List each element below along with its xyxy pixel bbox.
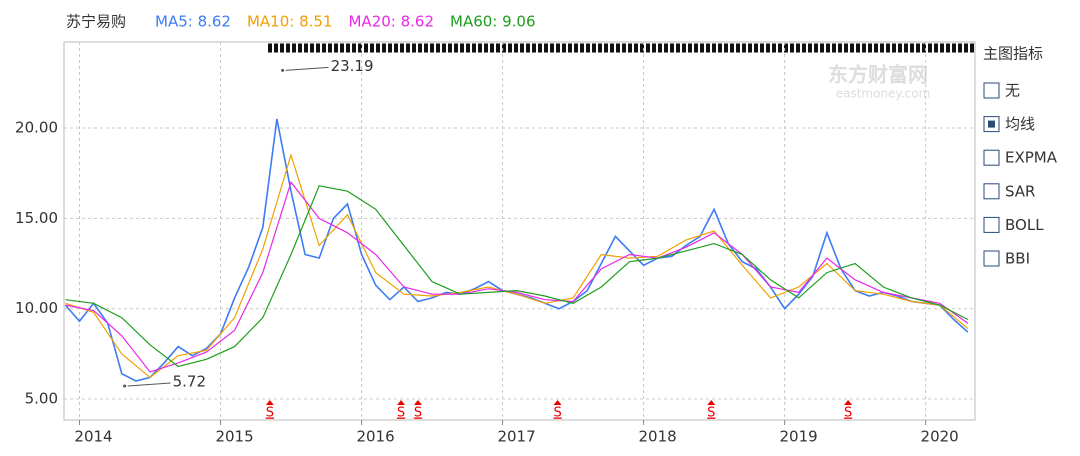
- y-tick-label: 10.00: [15, 299, 58, 317]
- watermark-brand: 东方财富网: [828, 63, 928, 87]
- annotation-arrow: [127, 382, 171, 387]
- chart-title: 苏宁易购: [66, 13, 126, 31]
- x-tick-label: 2016: [356, 428, 394, 446]
- signal-arrow: [553, 400, 562, 405]
- signal-arrow: [397, 400, 406, 405]
- checkbox[interactable]: [983, 82, 1000, 99]
- option-label[interactable]: 均线: [1005, 115, 1035, 133]
- ma-line: [64, 118, 969, 382]
- annotation-label: 23.19: [331, 57, 374, 75]
- legend-entry: MA5: 8.62: [155, 13, 231, 31]
- signal-label: S: [844, 406, 852, 421]
- y-tick-label: 20.00: [15, 119, 58, 137]
- watermark-url: eastmoney.com: [836, 87, 931, 101]
- ma-line: [65, 153, 969, 379]
- annotation-point: [281, 68, 285, 72]
- signal-arrow: [413, 400, 422, 405]
- checkbox[interactable]: [983, 183, 1000, 200]
- y-tick-label: 5.00: [25, 390, 58, 408]
- signal-arrow: [265, 400, 274, 405]
- panel-title: 主图指标: [983, 45, 1043, 63]
- annotation-arrow: [285, 66, 329, 71]
- legend-entry: MA10: 8.51: [247, 13, 333, 31]
- x-tick-label: 2014: [74, 428, 112, 446]
- signal-arrow: [707, 400, 716, 405]
- signal-label: S: [707, 406, 715, 421]
- checkbox-mark: [988, 120, 995, 128]
- x-tick-label: 2018: [639, 428, 677, 446]
- option-label[interactable]: BBI: [1005, 250, 1030, 268]
- ma-line: [65, 180, 969, 373]
- signal-label: S: [397, 406, 405, 421]
- option-label[interactable]: EXPMA: [1005, 149, 1058, 167]
- x-tick-label: 2017: [497, 428, 535, 446]
- checkbox[interactable]: [983, 216, 1000, 233]
- legend-entry: MA20: 8.62: [348, 13, 434, 31]
- option-label[interactable]: 无: [1005, 82, 1020, 100]
- option-label[interactable]: BOLL: [1005, 216, 1044, 234]
- plot-frame: [63, 41, 976, 421]
- ma-line: [65, 185, 969, 368]
- checkbox[interactable]: [983, 250, 1000, 267]
- signal-label: S: [414, 406, 422, 421]
- signal-label: S: [266, 406, 274, 421]
- annotation-label: 5.72: [173, 373, 206, 391]
- y-tick-label: 15.00: [15, 209, 58, 227]
- signal-label: S: [553, 406, 561, 421]
- legend-entry: MA60: 9.06: [450, 13, 536, 31]
- checkbox[interactable]: [983, 149, 1000, 166]
- x-tick-label: 2015: [215, 428, 253, 446]
- signal-arrow: [844, 400, 853, 405]
- x-tick-label: 2020: [921, 428, 959, 446]
- option-label[interactable]: SAR: [1005, 182, 1035, 200]
- annotation-point: [123, 384, 127, 388]
- x-tick-label: 2019: [780, 428, 818, 446]
